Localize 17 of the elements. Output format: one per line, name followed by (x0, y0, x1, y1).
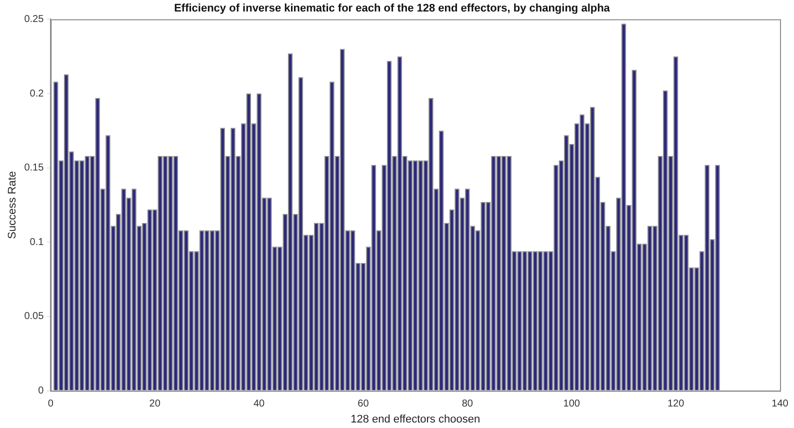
y-tick-label: 0.05 (24, 311, 44, 322)
x-tick-label: 100 (563, 398, 580, 410)
y-tick-label: 0.2 (30, 88, 44, 100)
chart-title: Efficiency of inverse kinematic for each of the 128 end effectors, by changing alpha (174, 2, 611, 15)
y-tick-label: 0.25 (24, 14, 44, 25)
y-tick-label: 0.15 (24, 162, 44, 174)
x-tick-label: 40 (253, 398, 266, 410)
x-tick-label: 120 (667, 398, 685, 410)
y-tick-label: 0.1 (30, 236, 44, 248)
x-tick-label: 80 (462, 398, 474, 410)
x-tick-label: 140 (772, 398, 789, 410)
x-tick-label: 20 (149, 398, 161, 410)
y-axis-title: Success Rate (6, 171, 19, 239)
x-tick-label: 0 (48, 398, 54, 410)
x-tick-label: 60 (358, 398, 370, 410)
y-tick-label: 0 (38, 386, 44, 397)
x-axis-title: 128 end effectors choosen (350, 413, 480, 426)
